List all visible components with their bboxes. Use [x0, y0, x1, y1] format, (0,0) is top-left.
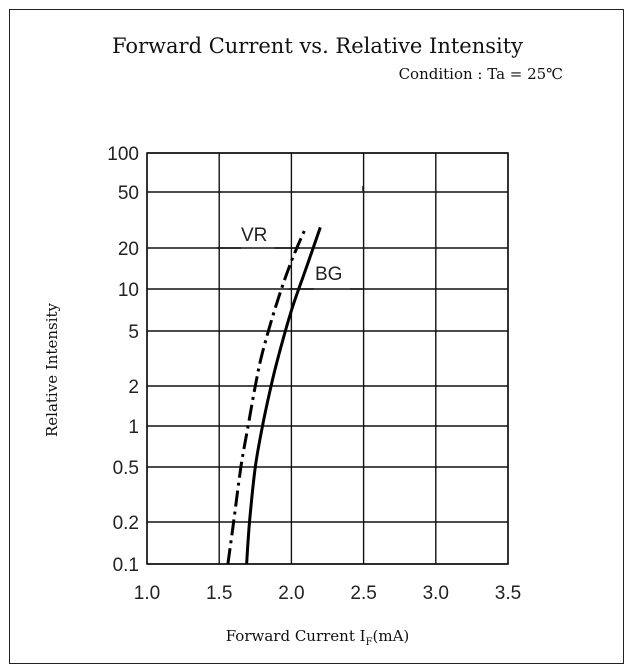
series-line-vr: [226, 226, 308, 565]
y-tick-label: 50: [118, 183, 139, 204]
x-axis-label-subscript: F: [365, 637, 373, 648]
x-tick-label: 1.5: [206, 583, 232, 604]
x-tick-label: 2.5: [350, 583, 376, 604]
y-tick-label: 1: [128, 417, 139, 438]
series-label-vr: VR: [241, 225, 267, 246]
x-tick-label: 3.5: [495, 583, 521, 604]
series-line-bg: [245, 226, 322, 565]
y-tick-label: 100: [107, 144, 139, 165]
chart-title: Forward Current vs. Relative Intensity: [111, 34, 524, 58]
series-label-bg: BG: [315, 264, 342, 285]
y-tick-label: 5: [128, 322, 139, 343]
x-tick-label: 3.0: [423, 583, 449, 604]
y-tick-label: 10: [118, 280, 139, 301]
y-tick-label: 0.2: [113, 513, 139, 534]
chart-frame: [9, 9, 624, 664]
y-tick-label: 20: [118, 239, 139, 260]
x-tick-label: 2.0: [278, 583, 304, 604]
x-tick-label: 1.0: [134, 583, 160, 604]
chart-condition: Condition : Ta = 25℃: [398, 65, 563, 83]
y-tick-label: 0.5: [113, 458, 139, 479]
x-axis-label-unit: (mA): [372, 627, 410, 645]
x-axis-label: Forward Current IF(mA): [0, 627, 635, 648]
x-axis-label-text: Forward Current I: [225, 627, 366, 645]
y-tick-label: 2: [128, 377, 139, 398]
y-tick-label: 0.1: [113, 555, 139, 576]
plot-area: [146, 152, 509, 565]
series-label-bg-vr: [237, 223, 275, 247]
series-label-bg-bg: [311, 262, 349, 286]
